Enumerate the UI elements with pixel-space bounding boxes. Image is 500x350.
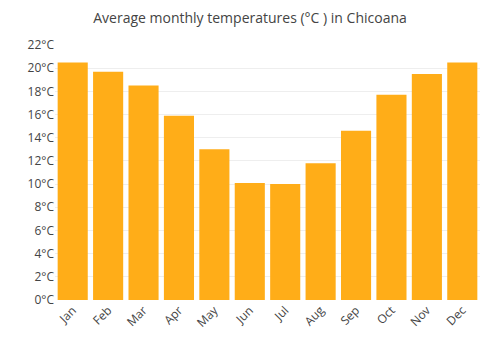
svg-text:18°C: 18°C [28, 83, 55, 100]
svg-text:10°C: 10°C [28, 175, 55, 192]
svg-text:May: May [193, 301, 222, 330]
svg-text:Oct: Oct [373, 302, 399, 328]
svg-text:Jun: Jun [231, 302, 256, 327]
svg-text:16°C: 16°C [28, 106, 55, 123]
svg-text:Nov: Nov [406, 302, 434, 330]
svg-text:20°C: 20°C [28, 59, 55, 76]
svg-text:Apr: Apr [160, 302, 186, 328]
svg-text:Dec: Dec [442, 302, 469, 329]
svg-text:Jul: Jul [270, 302, 292, 324]
svg-text:Sep: Sep [336, 302, 363, 329]
svg-text:4°C: 4°C [34, 245, 54, 262]
svg-text:0°C: 0°C [34, 291, 54, 308]
svg-text:Average monthly temperatures (: Average monthly temperatures (°C ) in Ch… [93, 8, 407, 27]
svg-text:Feb: Feb [89, 302, 115, 328]
svg-text:22°C: 22°C [28, 36, 55, 53]
svg-text:12°C: 12°C [28, 152, 55, 169]
svg-text:Aug: Aug [300, 302, 328, 330]
svg-text:8°C: 8°C [34, 198, 54, 215]
svg-text:Jan: Jan [55, 302, 80, 327]
svg-text:14°C: 14°C [28, 129, 55, 146]
svg-text:6°C: 6°C [34, 222, 54, 239]
svg-text:Mar: Mar [123, 302, 151, 330]
svg-text:2°C: 2°C [34, 268, 54, 285]
